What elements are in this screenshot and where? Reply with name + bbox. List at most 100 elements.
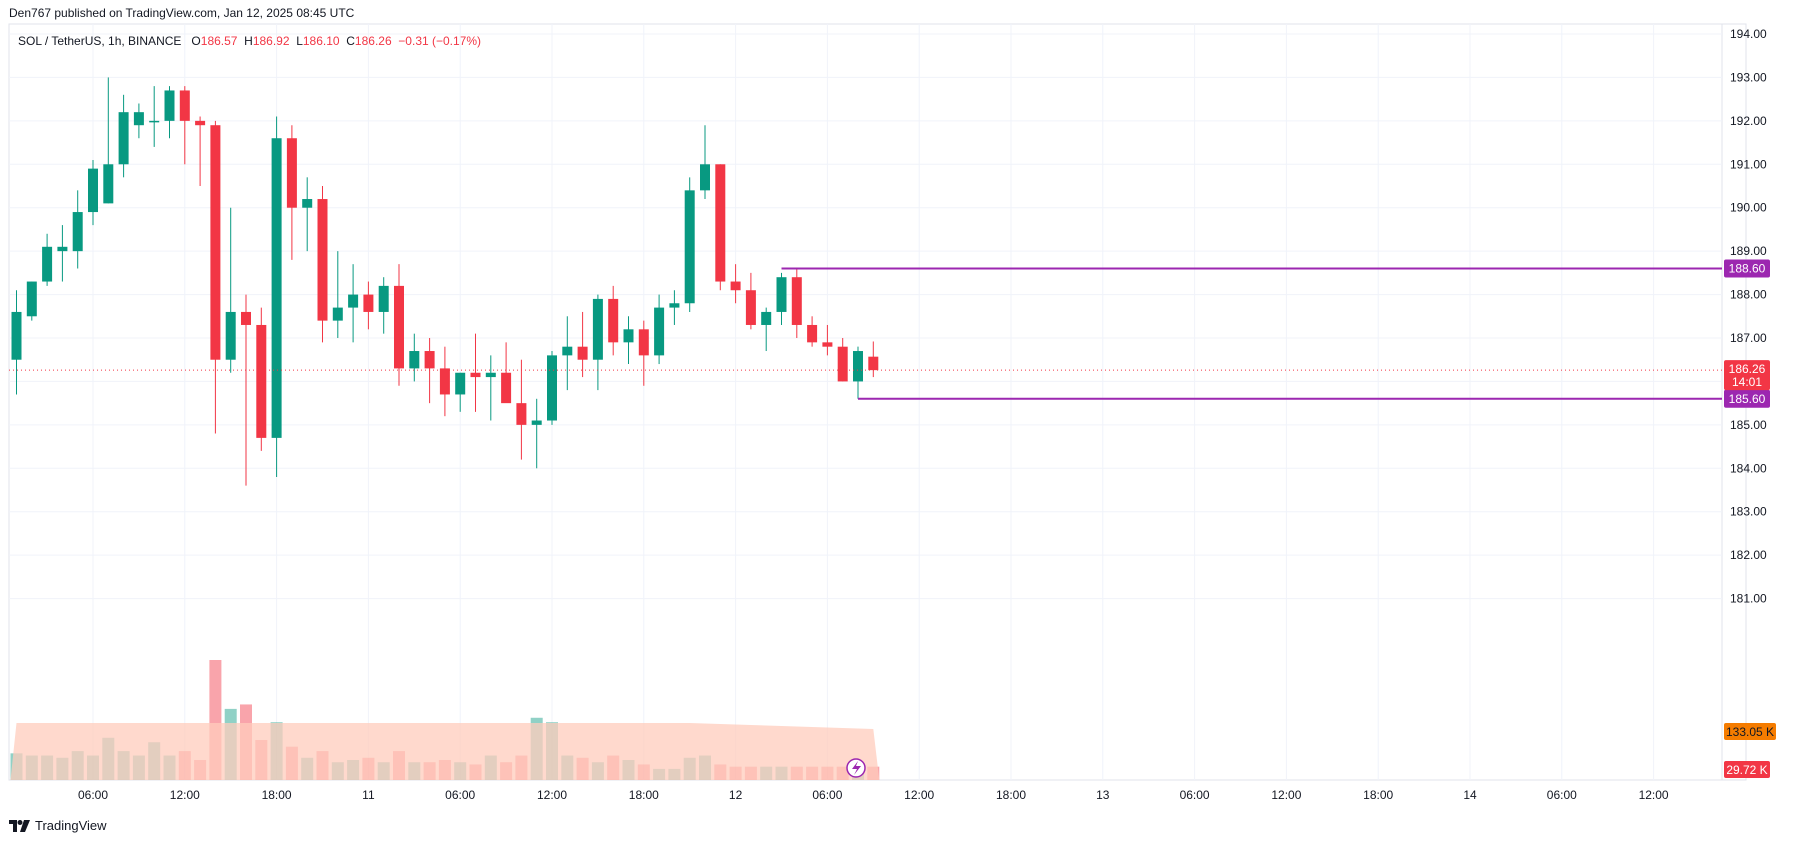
time-tick-label: 06:00 — [78, 788, 108, 802]
candle-body — [88, 168, 98, 213]
open-value: 186.57 — [200, 34, 238, 48]
candle-body — [11, 311, 22, 360]
candle-body — [669, 303, 680, 308]
close-label: C — [346, 34, 355, 48]
price-tick-label: 188.00 — [1730, 288, 1767, 302]
candle-body — [363, 294, 374, 312]
price-tick-label: 185.00 — [1730, 418, 1767, 432]
high-label: H — [244, 34, 253, 48]
support-label-bg — [1724, 389, 1770, 408]
volume-ma-label-bg — [1724, 723, 1776, 740]
horizontal-levels — [9, 267, 1722, 400]
volume-ma-label: 133.05 K — [1726, 725, 1774, 739]
candle-body — [700, 164, 710, 191]
publisher-info: Den767 published on TradingView.com, Jan… — [9, 6, 355, 20]
price-tick-label: 189.00 — [1730, 244, 1767, 258]
candle-body — [394, 285, 404, 369]
candle-body — [562, 346, 573, 356]
candle-body — [409, 351, 420, 369]
time-tick-label: 12:00 — [1639, 788, 1669, 802]
candle-body — [822, 342, 833, 347]
candle-body — [470, 372, 481, 378]
candles — [11, 77, 879, 486]
candle-body — [745, 290, 756, 325]
candle-body — [684, 190, 695, 304]
time-tick-label: 18:00 — [262, 788, 292, 802]
high-value: 186.92 — [252, 34, 290, 48]
time-tick-label: 12:00 — [904, 788, 934, 802]
price-tick-label: 183.00 — [1730, 505, 1767, 519]
candle-body — [42, 246, 53, 282]
candle-body — [286, 138, 297, 208]
footer-brand: TradingView — [9, 818, 107, 833]
candle-body — [485, 372, 496, 378]
candle-body — [72, 212, 83, 252]
candle-body — [638, 329, 649, 356]
candle-body — [654, 307, 665, 356]
candle-body — [241, 311, 251, 325]
time-tick-label: 18:00 — [1363, 788, 1393, 802]
candle-body — [853, 351, 863, 382]
candle-body — [164, 90, 175, 121]
time-tick-label: 12 — [729, 788, 743, 802]
close-value: 186.26 — [354, 34, 392, 48]
candle-body — [195, 120, 206, 126]
candle-body — [592, 298, 603, 360]
candle-body — [608, 298, 619, 343]
candle-body — [348, 294, 359, 308]
candle-body — [378, 285, 389, 312]
candle-body — [501, 372, 512, 404]
last-price-label-bg — [1724, 360, 1770, 391]
symbol-title[interactable]: SOL / TetherUS, 1h, BINANCE — [18, 34, 182, 48]
time-tick-label: 13 — [1096, 788, 1110, 802]
low-label: L — [296, 34, 303, 48]
price-tick-label: 187.00 — [1730, 331, 1767, 345]
time-tick-label: 14 — [1463, 788, 1477, 802]
candle-body — [225, 311, 236, 360]
resistance-label-bg — [1724, 259, 1770, 278]
candle-body — [424, 351, 435, 369]
price-tick-label: 182.00 — [1730, 548, 1767, 562]
candle-body — [103, 164, 114, 204]
candle-body — [761, 311, 772, 325]
time-tick-label: 06:00 — [1547, 788, 1577, 802]
candle-body — [531, 420, 542, 425]
candle-body — [807, 324, 818, 343]
candle-body — [730, 281, 741, 291]
candle-body — [26, 281, 37, 317]
time-axis: 06:00 12:00 18:00 11 06:00 12:00 18:00 12 06:00 1… — [78, 788, 1669, 802]
candle-body — [149, 120, 160, 123]
candle-body — [868, 356, 879, 371]
candle-body — [179, 90, 190, 121]
price-tick-label: 184.00 — [1730, 461, 1767, 475]
time-tick-label: 06:00 — [445, 788, 475, 802]
time-tick-label: 18:00 — [629, 788, 659, 802]
price-tick-label: 192.00 — [1730, 114, 1767, 128]
candle-body — [516, 403, 527, 425]
tradingview-logo-icon — [9, 819, 30, 832]
volume-last-label: 29.72 K — [1726, 763, 1767, 777]
volume-ma-area — [10, 723, 880, 780]
price-tick-label: 190.00 — [1730, 201, 1767, 215]
candle-body — [455, 372, 466, 395]
candle-body — [256, 324, 267, 438]
candle-body — [791, 277, 802, 325]
candle-body — [577, 346, 588, 360]
time-tick-label: 12:00 — [170, 788, 200, 802]
volume-last-label-bg — [1724, 761, 1770, 778]
low-value: 186.10 — [302, 34, 340, 48]
candle-body — [133, 112, 144, 126]
candle-body — [547, 355, 557, 421]
candle-body — [210, 125, 221, 360]
last-price-label: 186.26 — [1729, 362, 1766, 376]
price-tick-label: 194.00 — [1730, 27, 1767, 41]
time-tick-label: 06:00 — [1180, 788, 1210, 802]
candle-body — [623, 329, 634, 343]
candle-body — [271, 138, 282, 438]
resistance-label: 188.60 — [1729, 262, 1766, 276]
lightning-bolt-icon — [852, 761, 861, 775]
price-tick-label: 193.00 — [1730, 70, 1767, 84]
time-tick-label: 18:00 — [996, 788, 1026, 802]
